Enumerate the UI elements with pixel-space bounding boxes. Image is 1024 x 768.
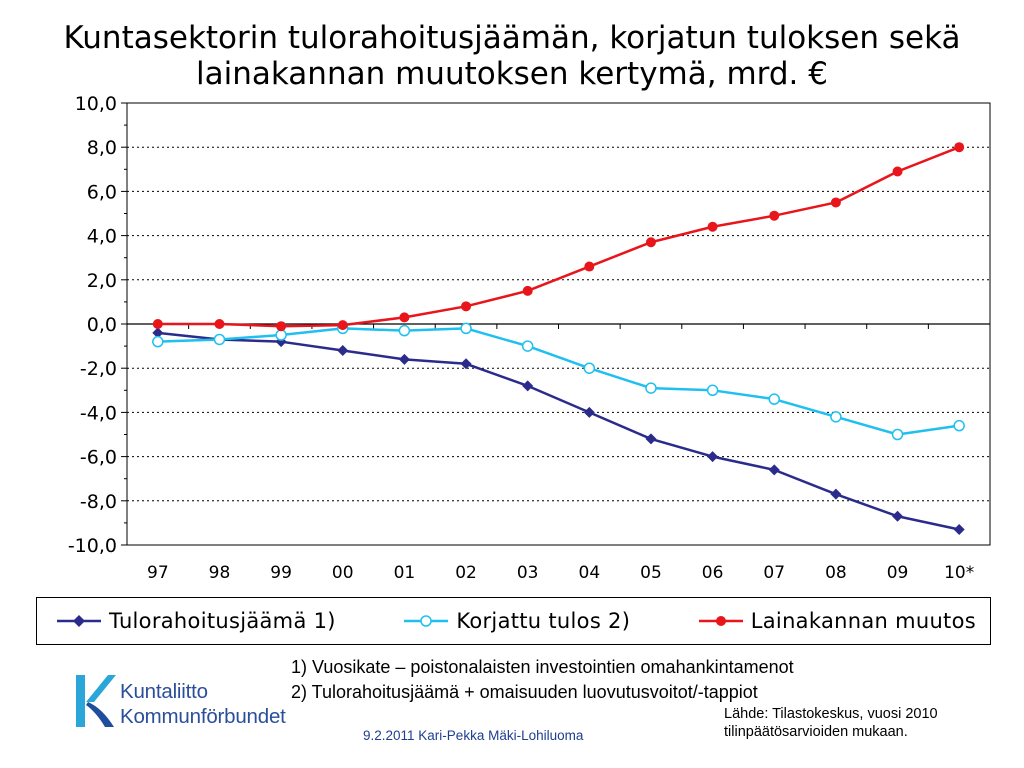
legend-swatch-open-circle-icon bbox=[404, 615, 449, 627]
data-point-filled-circle bbox=[337, 320, 348, 331]
data-point-open-circle bbox=[152, 335, 164, 348]
x-tick-label: 02 bbox=[455, 563, 477, 583]
y-tick-label: 0,0 bbox=[87, 314, 117, 336]
x-tick-label: 01 bbox=[394, 563, 416, 583]
data-point-filled-circle bbox=[892, 166, 903, 177]
data-point-open-circle bbox=[891, 428, 904, 441]
x-tick-label: 98 bbox=[209, 563, 231, 583]
y-tick-label: 2,0 bbox=[87, 270, 117, 292]
data-point-filled-circle bbox=[707, 221, 718, 232]
x-tick-label: 10* bbox=[944, 563, 974, 583]
x-tick-label: 05 bbox=[640, 563, 662, 583]
x-tick-label: 08 bbox=[825, 563, 847, 583]
data-point-filled-circle bbox=[584, 261, 595, 272]
y-tick-label: 4,0 bbox=[87, 226, 117, 248]
series-line-2 bbox=[157, 327, 960, 436]
x-tick-label: 04 bbox=[579, 563, 601, 583]
data-point-filled-circle bbox=[214, 319, 225, 329]
data-point-open-circle bbox=[830, 411, 842, 423]
data-point-diamond bbox=[152, 327, 164, 339]
legend-label: Lainakannan muutos bbox=[750, 609, 976, 633]
logo-text-line2: Kommunförbundet bbox=[120, 705, 286, 728]
legend-label: Korjattu tulos 2) bbox=[456, 609, 631, 633]
data-point-diamond bbox=[830, 488, 842, 500]
kuntaliitto-logo: Kuntaliitto Kommunförbundet bbox=[74, 672, 324, 732]
data-point-filled-circle bbox=[276, 321, 287, 332]
data-point-open-circle bbox=[706, 384, 719, 397]
data-point-diamond bbox=[892, 510, 904, 522]
data-point-diamond bbox=[583, 406, 595, 418]
kuntaliitto-k-logo-icon bbox=[76, 675, 116, 727]
data-point-open-circle bbox=[213, 333, 226, 346]
y-tick-label: -4,0 bbox=[80, 402, 117, 424]
y-tick-label: -6,0 bbox=[80, 447, 117, 469]
y-tick-label: 6,0 bbox=[87, 181, 117, 203]
data-point-diamond bbox=[707, 451, 719, 463]
data-point-diamond bbox=[522, 380, 534, 392]
x-tick-label: 03 bbox=[517, 563, 539, 583]
legend-item-tulorahoitusjaama: Tulorahoitusjäämä 1) bbox=[55, 609, 336, 633]
data-point-filled-circle bbox=[830, 197, 841, 208]
series-line-1 bbox=[157, 331, 960, 531]
series-line-3 bbox=[157, 146, 960, 328]
chart-title-line1: Kuntasektorin tulorahoitusjäämän, korjat… bbox=[63, 20, 961, 56]
chart-legend: Tulorahoitusjäämä 1) Korjattu tulos 2) L… bbox=[36, 597, 991, 645]
y-tick-label: 10,0 bbox=[75, 93, 117, 115]
x-tick-label: 06 bbox=[702, 563, 724, 583]
x-tick-label: 07 bbox=[763, 563, 785, 583]
legend-item-korjattu-tulos: Korjattu tulos 2) bbox=[402, 609, 630, 633]
data-point-diamond bbox=[460, 358, 472, 370]
data-point-filled-circle bbox=[769, 210, 780, 221]
x-tick-label: 97 bbox=[147, 563, 169, 583]
data-point-diamond bbox=[645, 433, 657, 445]
y-tick-label: -10,0 bbox=[68, 535, 117, 557]
legend-swatch-filled-circle-icon bbox=[698, 616, 743, 626]
footnote-2: 2) Tulorahoitusjäämä + omaisuuden luovut… bbox=[291, 682, 758, 702]
y-tick-label: -8,0 bbox=[80, 491, 117, 513]
data-point-filled-circle bbox=[152, 319, 163, 329]
y-tick-label: 8,0 bbox=[87, 137, 117, 159]
data-point-open-circle bbox=[953, 419, 965, 432]
chart-title-line2: lainakannan muutoksen kertymä, mrd. € bbox=[196, 56, 828, 92]
data-point-open-circle bbox=[398, 324, 411, 337]
data-point-filled-circle bbox=[522, 285, 533, 296]
x-tick-label: 00 bbox=[332, 563, 354, 583]
line-chart: 10,0 8,0 6,0 4,0 2,0 0,0 -2,0 -4,0 -6,0 -8,0 -10,0… bbox=[68, 93, 991, 583]
data-point-diamond bbox=[337, 345, 349, 357]
footer-text: 9.2.2011 Kari-Pekka Mäki-Lohiluoma bbox=[363, 728, 584, 743]
data-point-filled-circle bbox=[461, 301, 472, 312]
legend-label: Tulorahoitusjäämä 1) bbox=[109, 609, 336, 633]
data-point-open-circle bbox=[768, 393, 780, 405]
data-point-filled-circle bbox=[399, 312, 410, 323]
x-tick-label: 99 bbox=[270, 563, 292, 583]
data-point-diamond bbox=[398, 353, 410, 365]
legend-swatch-diamond-icon bbox=[57, 615, 101, 627]
data-point-filled-circle bbox=[645, 237, 656, 248]
x-tick-label: 09 bbox=[887, 563, 909, 583]
logo-text-line1: Kuntaliitto bbox=[120, 680, 208, 703]
chart-title: Kuntasektorin tulorahoitusjäämän, korjat… bbox=[0, 20, 1024, 92]
data-point-filled-circle bbox=[954, 142, 965, 153]
footnote-1: 1) Vuosikate – poistonalaisten investoin… bbox=[291, 657, 794, 677]
data-point-open-circle bbox=[583, 362, 596, 374]
data-point-diamond bbox=[768, 464, 780, 476]
data-point-open-circle bbox=[521, 340, 534, 352]
y-tick-label: -2,0 bbox=[80, 358, 117, 380]
source-line2: tilinpäätösarvioiden mukaan. bbox=[724, 724, 908, 740]
data-point-diamond bbox=[953, 524, 965, 536]
data-point-open-circle bbox=[645, 382, 657, 394]
data-point-open-circle bbox=[275, 329, 287, 341]
data-point-open-circle bbox=[460, 322, 472, 335]
source-line1: Lähde: Tilastokeskus, vuosi 2010 bbox=[724, 706, 938, 722]
legend-item-lainakannan-muutos: Lainakannan muutos bbox=[697, 609, 976, 633]
